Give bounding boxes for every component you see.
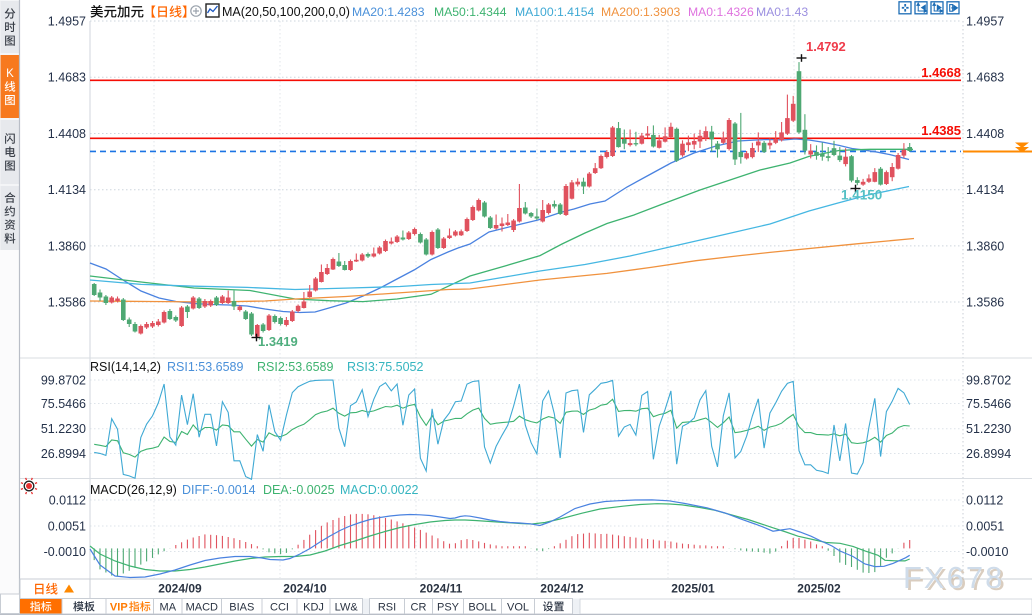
svg-text:MA20:1.4283: MA20:1.4283 xyxy=(352,5,425,19)
svg-text:MACD(26,12,9): MACD(26,12,9) xyxy=(90,483,177,497)
svg-text:2024/12: 2024/12 xyxy=(540,582,584,596)
svg-text:VOL: VOL xyxy=(507,602,529,614)
svg-text:-0.0010: -0.0010 xyxy=(44,545,86,559)
svg-text:26.8994: 26.8994 xyxy=(41,447,86,461)
svg-text:1.3419: 1.3419 xyxy=(258,334,298,349)
svg-text:-0.0010: -0.0010 xyxy=(966,545,1008,559)
svg-text:1.4408: 1.4408 xyxy=(966,127,1004,141)
svg-text:51.2230: 51.2230 xyxy=(966,422,1011,436)
svg-text:1.4792: 1.4792 xyxy=(806,39,846,54)
svg-text:KDJ: KDJ xyxy=(303,602,324,614)
svg-text:1.4683: 1.4683 xyxy=(48,71,86,85)
svg-text:DEA:-0.0025: DEA:-0.0025 xyxy=(263,483,335,497)
svg-text:2025/01: 2025/01 xyxy=(671,582,715,596)
svg-text:RSI1:53.6589: RSI1:53.6589 xyxy=(167,360,243,374)
svg-text:1.3586: 1.3586 xyxy=(48,296,86,310)
svg-text:1.4134: 1.4134 xyxy=(48,183,86,197)
svg-text:75.5466: 75.5466 xyxy=(966,397,1011,411)
svg-text:1.4408: 1.4408 xyxy=(48,127,86,141)
svg-text:75.5466: 75.5466 xyxy=(41,397,86,411)
svg-text:RSI2:53.6589: RSI2:53.6589 xyxy=(257,360,333,374)
svg-text:CR: CR xyxy=(411,602,427,614)
svg-text:1.4134: 1.4134 xyxy=(966,183,1004,197)
svg-text:1.3860: 1.3860 xyxy=(966,239,1004,253)
svg-text:RSI3:75.5052: RSI3:75.5052 xyxy=(347,360,423,374)
svg-text:RSI: RSI xyxy=(378,602,396,614)
svg-text:0.0051: 0.0051 xyxy=(48,520,86,534)
svg-text:K: K xyxy=(6,68,14,80)
svg-text:BOLL: BOLL xyxy=(468,602,496,614)
svg-text:1.3860: 1.3860 xyxy=(48,239,86,253)
svg-text:VIP: VIP xyxy=(110,602,128,614)
svg-text:LW&: LW& xyxy=(335,602,359,614)
svg-text:FX678: FX678 xyxy=(906,562,1007,597)
svg-text:MA: MA xyxy=(160,602,177,614)
svg-text:MACD:0.0022: MACD:0.0022 xyxy=(340,483,419,497)
svg-text:CCI: CCI xyxy=(270,602,289,614)
svg-text:51.2230: 51.2230 xyxy=(41,422,86,436)
svg-text:FX678: FX678 xyxy=(903,560,1004,595)
svg-text:MA(20,50,100,200,0,0): MA(20,50,100,200,0,0) xyxy=(222,5,350,19)
svg-text:1.3586: 1.3586 xyxy=(966,296,1004,310)
svg-text:1.4683: 1.4683 xyxy=(966,71,1004,85)
svg-text:1.4668: 1.4668 xyxy=(921,65,961,80)
svg-text:2025/02: 2025/02 xyxy=(797,582,841,596)
svg-text:2024/10: 2024/10 xyxy=(283,582,327,596)
svg-text:DIFF:-0.0014: DIFF:-0.0014 xyxy=(182,483,256,497)
svg-text:PSY: PSY xyxy=(437,602,460,614)
svg-text:MA50:1.4344: MA50:1.4344 xyxy=(434,5,507,19)
svg-text:BIAS: BIAS xyxy=(229,602,254,614)
svg-text:MA0:1.4326: MA0:1.4326 xyxy=(688,5,754,19)
svg-text:0.0112: 0.0112 xyxy=(49,494,86,508)
svg-text:RSI(14,14,2): RSI(14,14,2) xyxy=(90,360,161,374)
svg-text:99.8702: 99.8702 xyxy=(41,374,86,388)
svg-text:MA0:1.43: MA0:1.43 xyxy=(756,5,808,19)
svg-text:2024/09: 2024/09 xyxy=(158,582,202,596)
svg-text:MA100:1.4154: MA100:1.4154 xyxy=(515,5,595,19)
svg-text:99.8702: 99.8702 xyxy=(966,374,1011,388)
svg-text:0.0051: 0.0051 xyxy=(966,520,1004,534)
svg-text:2024/11: 2024/11 xyxy=(420,582,463,596)
svg-text:MA200:1.3903: MA200:1.3903 xyxy=(601,5,681,19)
svg-text:1.4957: 1.4957 xyxy=(48,15,86,29)
svg-text:1.4957: 1.4957 xyxy=(966,15,1004,29)
svg-text:1.4150: 1.4150 xyxy=(841,188,882,203)
svg-text:1.4385: 1.4385 xyxy=(921,123,961,138)
svg-text:MACD: MACD xyxy=(186,602,218,614)
svg-text:26.8994: 26.8994 xyxy=(966,447,1011,461)
svg-text:0.0112: 0.0112 xyxy=(966,494,1003,508)
